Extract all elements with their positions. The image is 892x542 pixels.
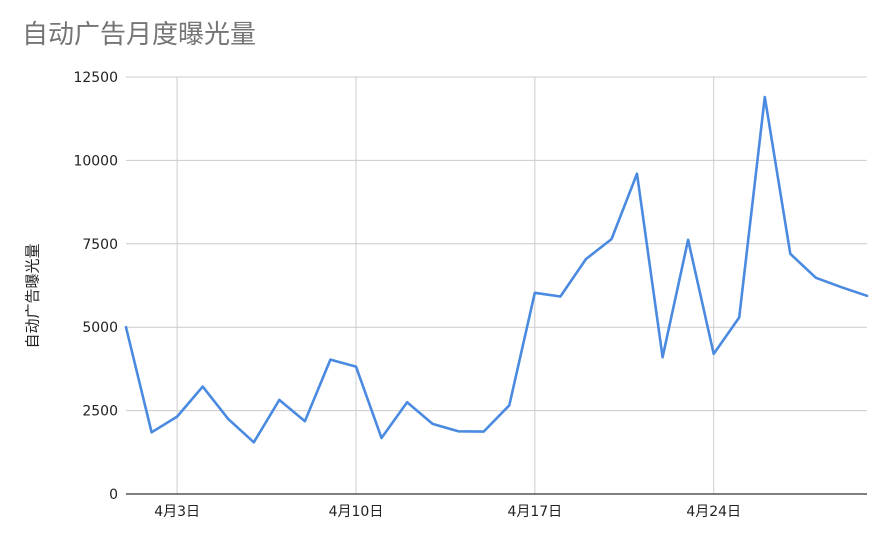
y-tick-label: 0 [109, 487, 118, 503]
x-tick-label: 4月3日 [154, 504, 200, 520]
label-layer: 0 2500 5000 7500 10000 12500 4月3日 4月10日 4月17日 4月2… [73, 70, 741, 520]
chart-title: 自动广告月度曝光量 [22, 20, 257, 50]
x-tick-label: 4月17日 [507, 504, 562, 520]
y-tick-label: 2500 [82, 404, 118, 420]
x-tick-label: 4月10日 [329, 504, 384, 520]
grid-layer [126, 76, 867, 494]
y-tick-label: 10000 [73, 153, 118, 169]
y-tick-label: 5000 [82, 320, 118, 336]
series-layer [124, 95, 869, 444]
y-tick-label: 12500 [73, 70, 118, 86]
series-line [124, 95, 869, 444]
y-tick-label: 7500 [82, 237, 118, 253]
x-tick-label: 4月24日 [686, 504, 741, 520]
